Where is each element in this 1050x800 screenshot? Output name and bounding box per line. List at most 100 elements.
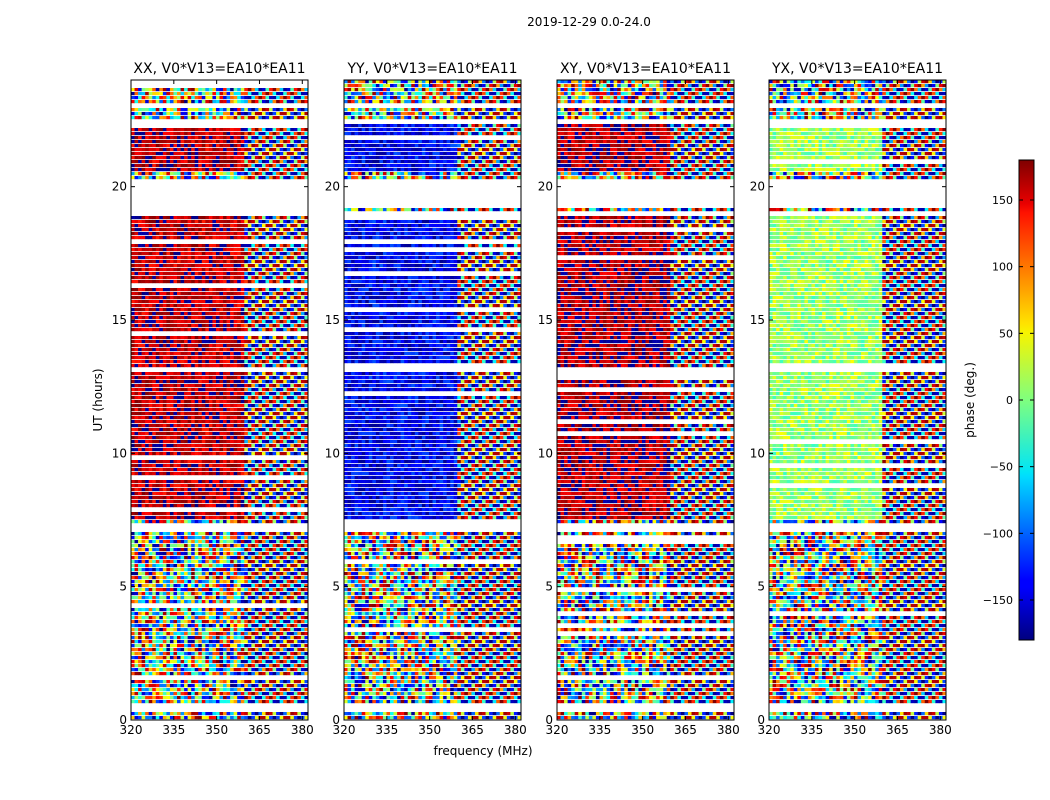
phase-cell: [194, 516, 199, 520]
phase-cell: [180, 452, 185, 456]
phase-cell: [187, 532, 192, 536]
phase-cell: [265, 564, 270, 568]
phase-cell: [187, 348, 192, 352]
phase-cell: [187, 452, 192, 456]
phase-cell: [247, 408, 252, 412]
phase-cell: [279, 408, 284, 412]
phase-cell: [177, 520, 181, 524]
phase-cell: [145, 548, 149, 552]
phase-cell: [152, 216, 157, 220]
phase-cell: [244, 112, 249, 116]
phase-cell: [258, 160, 263, 164]
phase-cell: [184, 172, 188, 176]
phase-cell: [297, 472, 302, 476]
phase-cell: [269, 464, 273, 468]
phase-cell: [293, 460, 298, 464]
phase-cell: [230, 384, 234, 388]
phase-cell: [219, 256, 224, 260]
phase-cell: [162, 560, 167, 564]
phase-cell: [184, 244, 188, 248]
phase-cell: [215, 344, 220, 348]
phase-cell: [162, 256, 167, 260]
phase-cell: [247, 400, 252, 404]
phase-cell: [134, 268, 139, 272]
phase-cell: [283, 276, 288, 280]
phase-cell: [304, 276, 309, 280]
phase-cell: [180, 176, 185, 180]
phase-cell: [244, 160, 249, 164]
phase-cell: [177, 132, 181, 136]
phase-cell: [283, 288, 288, 292]
phase-cell: [304, 224, 309, 228]
phase-cell: [276, 488, 280, 492]
phase-cell: [230, 172, 234, 176]
phase-cell: [230, 88, 234, 92]
phase-cell: [261, 168, 266, 172]
phase-cell: [145, 504, 149, 508]
phase-cell: [293, 132, 298, 136]
phase-cell: [254, 532, 259, 536]
phase-cell: [261, 236, 266, 240]
phase-cell: [258, 216, 263, 220]
phase-cell: [269, 520, 273, 524]
phase-cell: [173, 88, 178, 92]
phase-cell: [293, 472, 298, 476]
phase-cell: [148, 340, 153, 344]
phase-cell: [208, 408, 213, 412]
phase-cell: [145, 168, 149, 172]
phase-cell: [152, 324, 157, 328]
phase-cell: [148, 160, 153, 164]
phase-cell: [184, 548, 188, 552]
phase-cell: [201, 396, 206, 400]
phase-cell: [230, 96, 234, 100]
phase-cell: [244, 424, 249, 428]
phase-cell: [240, 460, 245, 464]
phase-cell: [191, 364, 196, 368]
phase-cell: [247, 264, 252, 268]
phase-cell: [276, 224, 280, 228]
phase-cell: [290, 280, 295, 284]
phase-cell: [187, 480, 192, 484]
phase-cell: [194, 92, 199, 96]
phase-cell: [198, 352, 203, 356]
phase-cell: [138, 496, 142, 500]
phase-cell: [283, 252, 288, 256]
phase-cell: [240, 140, 245, 144]
phase-cell: [230, 360, 234, 364]
phase-cell: [180, 352, 185, 356]
phase-cell: [205, 236, 210, 240]
phase-cell: [205, 268, 210, 272]
phase-cell: [194, 244, 199, 248]
phase-cell: [230, 144, 234, 148]
phase-cell: [233, 484, 238, 488]
phase-cell: [258, 544, 263, 548]
phase-cell: [208, 316, 213, 320]
phase-cell: [201, 360, 206, 364]
phase-cell: [212, 488, 217, 492]
phase-cell: [148, 132, 153, 136]
phase-cell: [290, 520, 295, 524]
phase-cell: [300, 492, 305, 496]
phase-cell: [286, 160, 291, 164]
phase-cell: [244, 540, 249, 544]
phase-cell: [240, 280, 245, 284]
phase-cell: [290, 116, 295, 120]
phase-cell: [297, 384, 302, 388]
phase-cell: [251, 276, 256, 280]
phase-cell: [205, 460, 210, 464]
phase-cell: [247, 248, 252, 252]
phase-cell: [177, 232, 181, 236]
phase-cell: [201, 428, 206, 432]
phase-cell: [226, 372, 231, 376]
phase-cell: [223, 520, 227, 524]
phase-cell: [254, 464, 259, 468]
phase-cell: [198, 248, 203, 252]
phase-cell: [187, 464, 192, 468]
phase-cell: [194, 128, 199, 132]
phase-cell: [226, 512, 231, 516]
phase-cell: [184, 420, 188, 424]
phase-cell: [251, 316, 256, 320]
phase-cell: [276, 424, 280, 428]
phase-cell: [145, 136, 149, 140]
phase-cell: [138, 296, 142, 300]
